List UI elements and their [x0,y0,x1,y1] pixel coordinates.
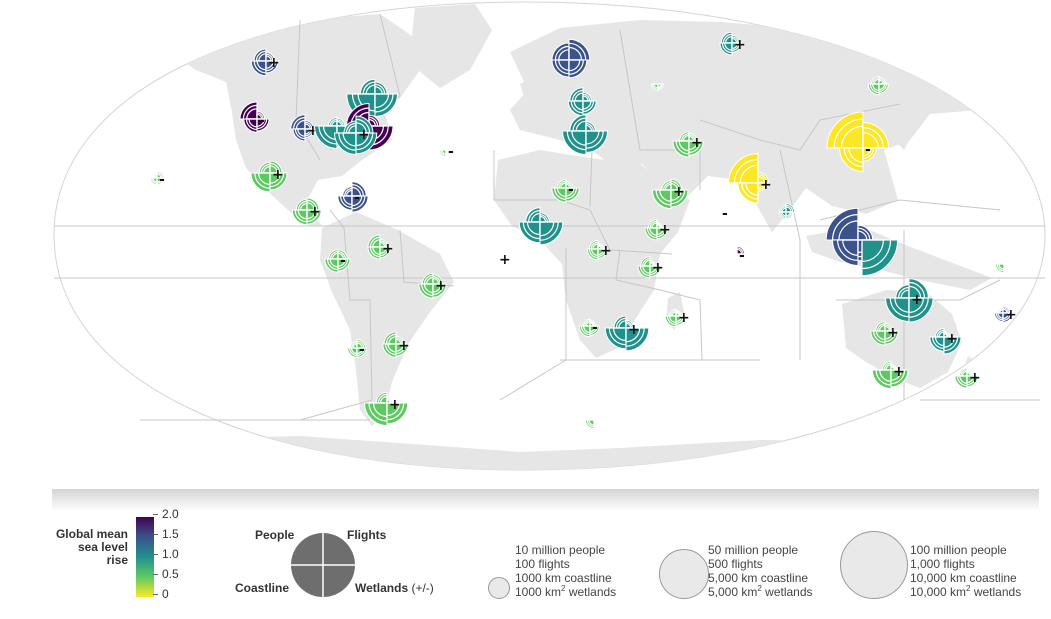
wetland-sign: + [382,241,394,257]
colorbar-tick: 0.5 [156,567,179,581]
glyph-central-africa: + [587,241,611,260]
sea-level-title-line: rise [40,554,128,567]
sea-level-colorbar [136,517,154,597]
glyph-new-zealand: + [955,368,981,388]
wetland-sign: + [435,278,447,294]
colorbar-tick: 1.0 [156,547,179,561]
glyph-indian-ocean-isle: - [737,246,745,264]
wetland-sign: - [259,113,265,129]
glyph-quadrant-coastline [955,376,967,388]
size-legend-circle-small [488,577,510,599]
legend-divider [52,489,1039,511]
wetland-sign: + [628,322,640,338]
size-legend-text-medium: 50 million people 500 flights 5,000 km c… [708,543,813,599]
wetland-sign: + [600,243,612,259]
colorbar-tick: 0 [156,587,169,601]
wetland-sign: - [359,342,365,358]
wetland-sign: + [1005,307,1017,323]
wetland-sign: + [358,127,370,143]
wetland-sign: + [678,310,690,326]
wetland-sign: + [272,167,284,183]
wetland-sign: + [398,338,410,354]
wetland-sign: + [969,370,981,386]
world-map: +-+++-+--++-++-++-++++-++++----++++++ [0,0,1051,480]
wetland-sign: + [691,135,703,151]
glyph-arabian-sea: - [722,206,728,222]
wetland-sign: + [309,204,321,220]
wetland-sign: - [722,206,728,222]
colorbar-tick: 1.5 [156,527,179,541]
wetland-sign: + [887,325,899,341]
wetland-sign: + [268,55,280,71]
wetland-sign: + [946,331,958,347]
wetland-sign: + [652,260,664,276]
size-legend-text-small: 10 million people 100 flights 1000 km co… [515,543,616,599]
size-legend-circle-large [840,531,908,599]
wetland-sign: - [448,144,454,160]
wetland-sign: - [354,190,360,206]
quadrant-label-coastline: Coastline [235,581,289,595]
size-legend-text-large: 100 million people 1,000 flights 10,000 … [910,543,1021,599]
wetland-sign: + [734,37,746,53]
wetland-sign: - [739,248,745,264]
wetland-sign: - [592,320,598,336]
wetland-sign: + [911,292,923,308]
wetland-sign: - [340,253,346,269]
wetland-sign: + [760,177,772,193]
size-legend-circle-medium [659,549,709,599]
wetland-sign: + [673,184,685,200]
glyph-south-atlantic: + [499,252,511,268]
quadrant-label-flights: Flights [347,528,386,542]
wetland-sign: - [865,142,871,158]
wetland-sign: + [893,364,905,380]
wetland-sign: + [499,252,511,268]
sea-level-legend-title: Global mean sea level rise [40,528,128,567]
wetland-sign: - [159,172,165,188]
wetland-sign: + [659,222,671,238]
colorbar-tick: 2.0 [156,507,179,521]
wetland-sign: + [389,397,401,413]
quadrant-key-circle [291,533,355,597]
quadrant-label-wetlands: Wetlands (+/-) [355,581,434,595]
wetland-sign: - [568,182,574,198]
quadrant-label-people: People [255,528,294,542]
